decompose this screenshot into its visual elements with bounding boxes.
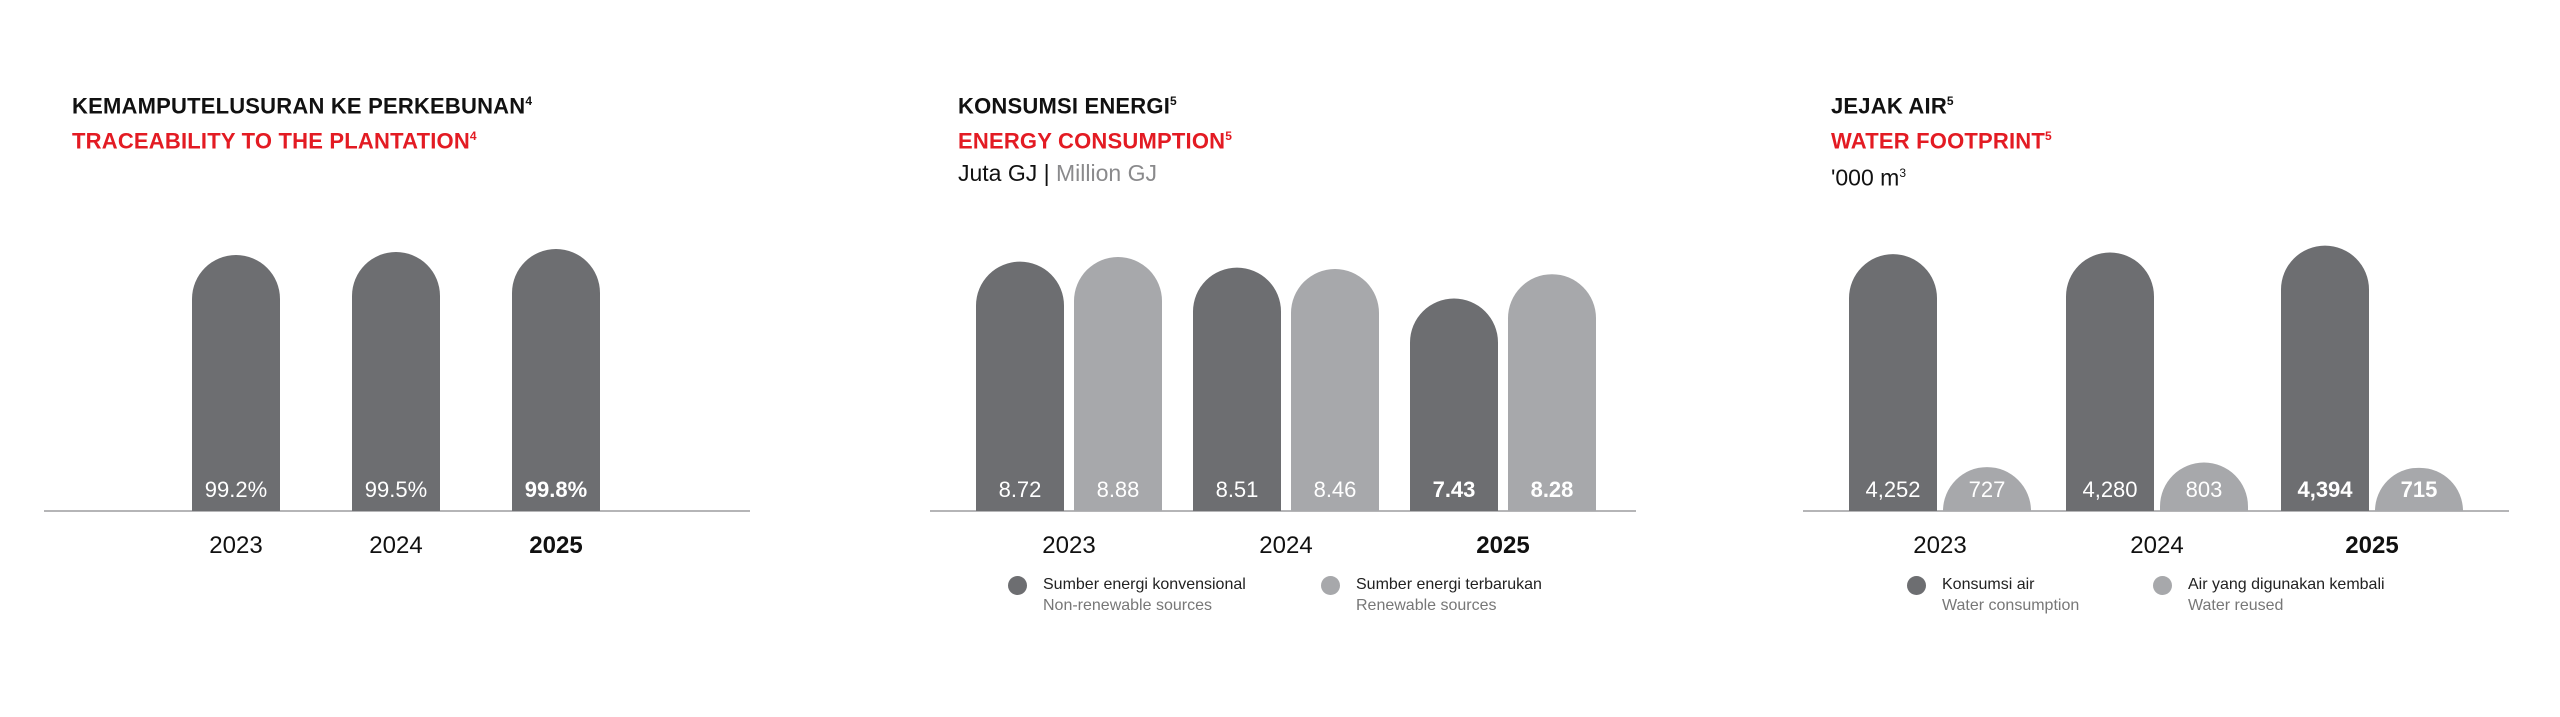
bar-value-label: 99.2% xyxy=(205,477,267,502)
energy-chart: 8.72 8.88 2023 8.51 8.46 2024 7.43 8.28 2025 xyxy=(930,257,1636,559)
traceability-title-en: TRACEABILITY TO THE PLANTATION4 xyxy=(72,128,477,154)
water-unit: '000 m3 xyxy=(1831,164,1907,191)
bar-2025-1 xyxy=(2375,467,2463,511)
energy-title-id: KONSUMSI ENERGI5 xyxy=(958,93,1177,119)
legend-label-id: Konsumsi air xyxy=(1942,576,2035,593)
water-title-block: JEJAK AIR5 WATER FOOTPRINT5 '000 m3 xyxy=(1831,86,2052,193)
bar-2023-0 xyxy=(1849,254,1937,511)
bar-value-label: 8.88 xyxy=(1097,477,1140,502)
energy-unit: Juta GJ | Million GJ xyxy=(958,159,1157,186)
legend-item-water-reused: Air yang digunakan kembali Water reused xyxy=(2153,574,2385,616)
legend-dot-renewable xyxy=(1321,576,1340,595)
legend-label-en: Renewable sources xyxy=(1356,597,1497,614)
legend-label-id: Air yang digunakan kembali xyxy=(2188,576,2385,593)
legend-item-water-consumption: Konsumsi air Water consumption xyxy=(1907,574,2117,616)
traceability-title-id: KEMAMPUTELUSURAN KE PERKEBUNAN4 xyxy=(72,93,533,119)
year-tick-label: 2023 xyxy=(209,532,262,559)
legend-label-en: Water consumption xyxy=(1942,597,2080,614)
year-tick-label: 2025 xyxy=(2345,532,2398,559)
water-panel: JEJAK AIR5 WATER FOOTPRINT5 '000 m3 4,25… xyxy=(1803,0,2523,717)
bar-value-label: 99.8% xyxy=(525,477,587,502)
legend-item-renewable: Sumber energi terbarukan Renewable sourc… xyxy=(1321,574,1542,616)
year-tick-label: 2024 xyxy=(2130,532,2183,559)
bar-2024-0 xyxy=(352,252,440,511)
bar-2024-1 xyxy=(1291,269,1379,511)
bar-value-label: 8.46 xyxy=(1314,477,1357,502)
bar-2025-0 xyxy=(2281,245,2369,511)
bar-value-label: 803 xyxy=(2186,477,2223,502)
year-tick-label: 2025 xyxy=(529,532,582,559)
year-tick-label: 2023 xyxy=(1913,532,1966,559)
energy-title-en: ENERGY CONSUMPTION5 xyxy=(958,128,1233,154)
energy-title-block: KONSUMSI ENERGI5 ENERGY CONSUMPTION5 Jut… xyxy=(958,86,1232,189)
bar-value-label: 4,252 xyxy=(1865,477,1920,502)
year-tick-label: 2024 xyxy=(1259,532,1312,559)
bar-2024-1 xyxy=(2160,462,2248,511)
legend-dot-water-reused xyxy=(2153,576,2172,595)
bar-2024-0 xyxy=(2066,252,2154,511)
bar-2025-0 xyxy=(512,249,600,511)
bar-2023-0 xyxy=(192,255,280,511)
bar-value-label: 8.72 xyxy=(999,477,1042,502)
bar-value-label: 99.5% xyxy=(365,477,427,502)
bar-2025-0 xyxy=(1410,298,1498,511)
legend-dot-water-consumption xyxy=(1907,576,1926,595)
bar-2023-1 xyxy=(1074,257,1162,511)
year-tick-label: 2023 xyxy=(1042,532,1095,559)
bar-value-label: 4,394 xyxy=(2297,477,2353,502)
traceability-chart: 99.2% 2023 99.5% 2024 99.8% 2025 xyxy=(44,249,750,559)
legend-label-id: Sumber energi terbarukan xyxy=(1356,576,1542,593)
energy-legend: Sumber energi konvensional Non-renewable… xyxy=(1008,574,1578,616)
year-tick-label: 2024 xyxy=(369,532,422,559)
bar-value-label: 727 xyxy=(1969,477,2006,502)
year-tick-label: 2025 xyxy=(1476,532,1529,559)
bar-value-label: 4,280 xyxy=(2082,477,2137,502)
legend-label-en: Water reused xyxy=(2188,597,2284,614)
legend-label-en: Non-renewable sources xyxy=(1043,597,1212,614)
energy-panel: KONSUMSI ENERGI5 ENERGY CONSUMPTION5 Jut… xyxy=(930,0,1650,717)
bar-value-label: 8.28 xyxy=(1531,477,1574,502)
bar-2024-0 xyxy=(1193,267,1281,511)
legend-label-id: Sumber energi konvensional xyxy=(1043,576,1246,593)
water-chart: 4,252 727 2023 4,280 803 2024 4,394 715 2025 xyxy=(1803,245,2509,559)
traceability-title-block: KEMAMPUTELUSURAN KE PERKEBUNAN4 TRACEABI… xyxy=(72,86,532,157)
traceability-panel: KEMAMPUTELUSURAN KE PERKEBUNAN4 TRACEABI… xyxy=(44,0,764,717)
bar-2025-1 xyxy=(1508,274,1596,511)
legend-dot-non-renewable xyxy=(1008,576,1027,595)
bar-value-label: 715 xyxy=(2401,477,2438,502)
water-title-id: JEJAK AIR5 xyxy=(1831,93,1954,119)
bar-value-label: 8.51 xyxy=(1216,477,1259,502)
bar-2023-0 xyxy=(976,261,1064,511)
bar-2023-1 xyxy=(1943,467,2031,511)
water-legend: Konsumsi air Water consumption Air yang … xyxy=(1907,574,2421,616)
water-title-en: WATER FOOTPRINT5 xyxy=(1831,128,2052,154)
legend-item-non-renewable: Sumber energi konvensional Non-renewable… xyxy=(1008,574,1285,616)
bar-value-label: 7.43 xyxy=(1433,477,1476,502)
